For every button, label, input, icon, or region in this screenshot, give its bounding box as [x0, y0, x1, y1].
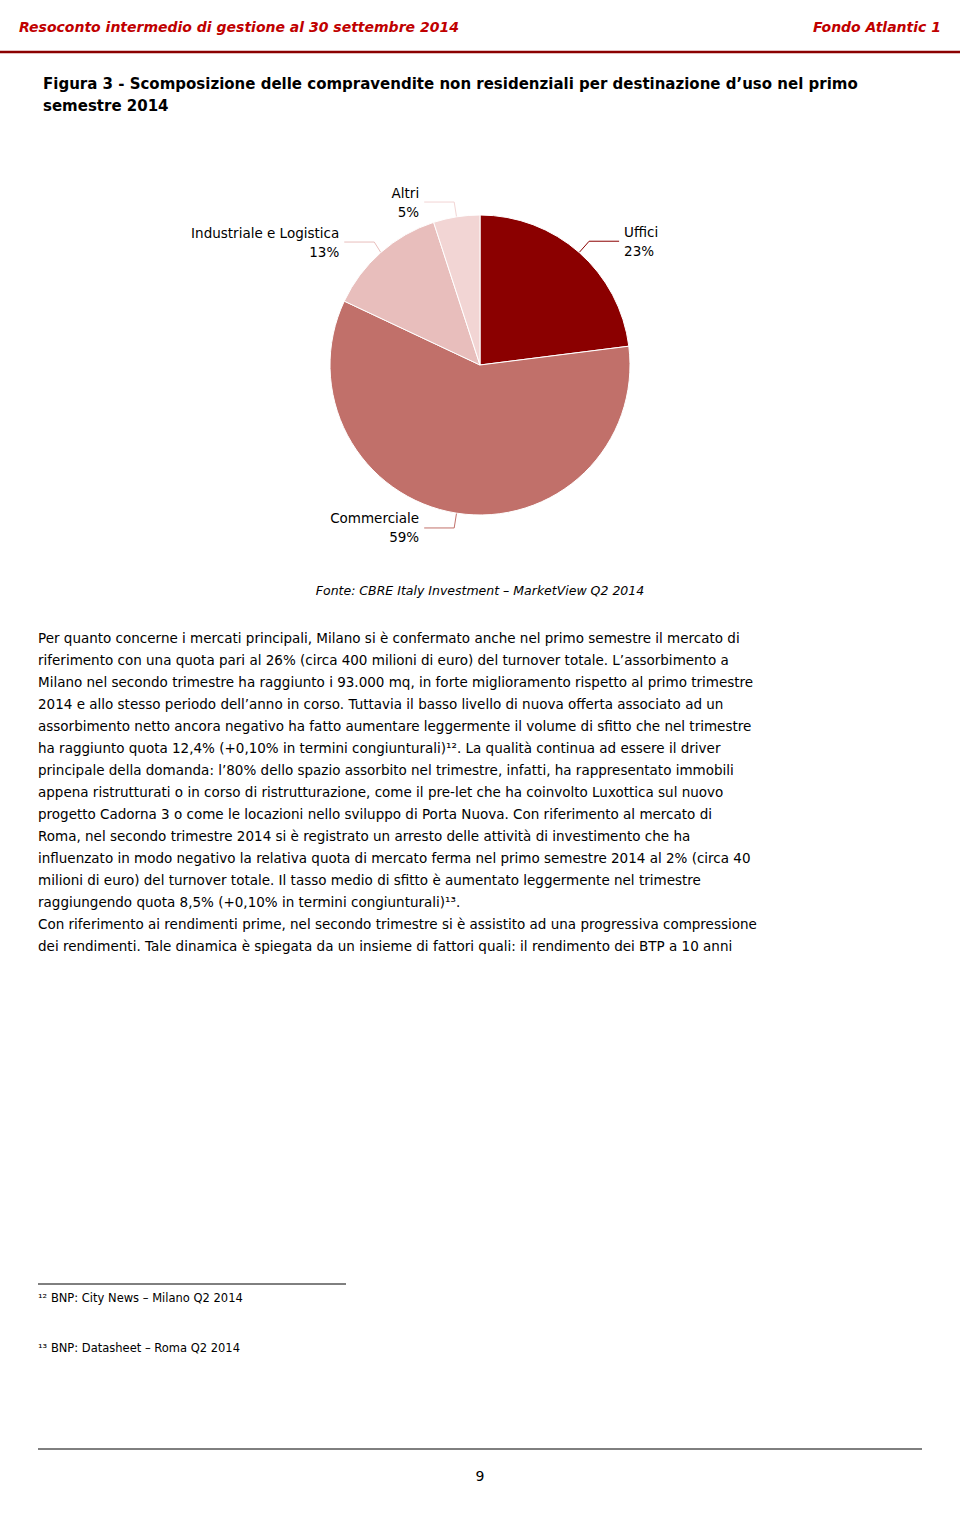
svg-text:Altri: Altri — [392, 185, 420, 201]
svg-text:Resoconto intermedio di gestio: Resoconto intermedio di gestione al 30 s… — [19, 19, 459, 35]
svg-text:¹³ BNP: Datasheet – Roma Q2 20: ¹³ BNP: Datasheet – Roma Q2 2014 — [38, 1341, 240, 1355]
svg-text:appena ristrutturati o in cors: appena ristrutturati o in corso di ristr… — [38, 784, 723, 800]
svg-text:Con riferimento ai rendimenti: Con riferimento ai rendimenti prime, nel… — [38, 916, 757, 932]
svg-text:ha raggiunto quota 12,4% (+0,1: ha raggiunto quota 12,4% (+0,10% in term… — [38, 740, 721, 756]
svg-text:raggiungendo quota 8,5% (+0,10: raggiungendo quota 8,5% (+0,10% in termi… — [38, 894, 460, 910]
svg-text:Fondo Atlantic 1: Fondo Atlantic 1 — [813, 19, 941, 35]
svg-text:Industriale e Logistica: Industriale e Logistica — [191, 225, 339, 241]
svg-text:principale della domanda: l’80: principale della domanda: l’80% dello sp… — [38, 762, 734, 778]
svg-text:Uffici: Uffici — [624, 224, 658, 240]
svg-text:assorbimento netto ancora nega: assorbimento netto ancora negativo ha fa… — [38, 718, 751, 734]
svg-text:riferimento con una quota pari: riferimento con una quota pari al 26% (c… — [38, 652, 729, 668]
svg-text:Roma, nel secondo trimestre 20: Roma, nel secondo trimestre 2014 si è re… — [38, 828, 690, 844]
svg-text:influenzato in modo negativo l: influenzato in modo negativo la relativa… — [38, 850, 751, 866]
svg-text:23%: 23% — [624, 243, 654, 259]
svg-text:Commerciale: Commerciale — [330, 510, 419, 526]
svg-text:2014 e allo stesso periodo del: 2014 e allo stesso periodo dell’anno in … — [38, 696, 723, 712]
svg-text:Fonte: CBRE Italy Investment –: Fonte: CBRE Italy Investment – MarketVie… — [316, 583, 644, 598]
svg-text:13%: 13% — [309, 244, 339, 260]
svg-text:5%: 5% — [398, 204, 420, 220]
svg-text:dei rendimenti. Tale dinamica: dei rendimenti. Tale dinamica è spiegata… — [38, 938, 732, 954]
svg-text:Milano nel secondo trimestre h: Milano nel secondo trimestre ha raggiunt… — [38, 674, 753, 690]
svg-text:semestre 2014: semestre 2014 — [43, 97, 169, 115]
svg-text:progetto Cadorna 3 o come le l: progetto Cadorna 3 o come le locazioni n… — [38, 806, 712, 822]
svg-text:9: 9 — [476, 1468, 485, 1484]
svg-text:¹² BNP: City News – Milano Q2: ¹² BNP: City News – Milano Q2 2014 — [38, 1291, 243, 1305]
svg-text:Per quanto concerne i mercati: Per quanto concerne i mercati principali… — [38, 630, 740, 646]
svg-text:Figura 3 - Scomposizione delle: Figura 3 - Scomposizione delle compraven… — [43, 75, 863, 93]
svg-text:59%: 59% — [389, 529, 419, 545]
svg-text:milioni di euro) del turnover: milioni di euro) del turnover totale. Il… — [38, 872, 701, 888]
